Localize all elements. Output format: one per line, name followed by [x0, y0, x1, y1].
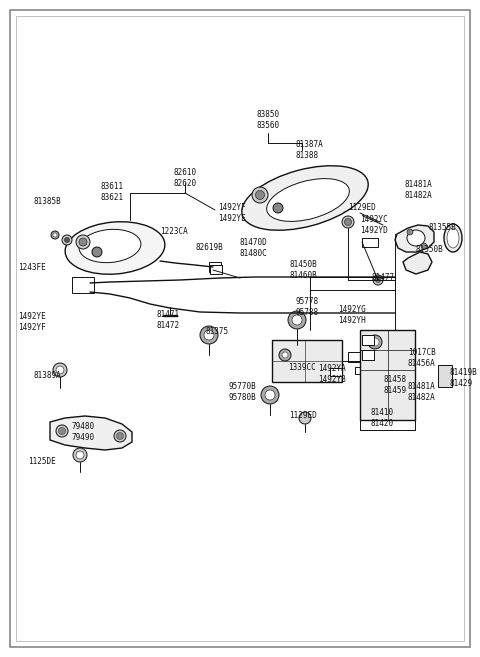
Ellipse shape: [447, 228, 459, 248]
Text: 81450B
81460B: 81450B 81460B: [290, 260, 318, 280]
Circle shape: [56, 366, 64, 374]
Circle shape: [373, 275, 383, 285]
Text: 1125DE: 1125DE: [28, 457, 56, 466]
Polygon shape: [395, 225, 434, 252]
Text: 81471
81472: 81471 81472: [156, 310, 180, 330]
Circle shape: [273, 203, 283, 213]
Circle shape: [261, 386, 279, 404]
Text: 83611
83621: 83611 83621: [100, 182, 123, 202]
Circle shape: [279, 349, 291, 361]
Ellipse shape: [444, 224, 462, 252]
Circle shape: [299, 412, 311, 424]
Text: 81389A: 81389A: [33, 371, 61, 380]
Text: 81481A
81482A: 81481A 81482A: [408, 382, 436, 401]
Text: 1492YG
1492YH: 1492YG 1492YH: [338, 306, 366, 325]
Circle shape: [288, 311, 306, 329]
Bar: [362, 335, 374, 345]
Circle shape: [53, 233, 57, 237]
Bar: [72, 277, 94, 293]
Text: 81375: 81375: [206, 327, 229, 336]
Bar: [210, 265, 222, 274]
Circle shape: [204, 330, 214, 340]
Text: 81385B: 81385B: [33, 198, 61, 206]
Bar: [355, 367, 365, 374]
Circle shape: [265, 390, 275, 400]
Polygon shape: [50, 416, 132, 450]
Bar: [330, 368, 342, 376]
Text: 95770B
95780B: 95770B 95780B: [228, 382, 256, 401]
Bar: [348, 352, 362, 362]
Text: 1492YA
1492YB: 1492YA 1492YB: [318, 364, 346, 384]
Circle shape: [371, 338, 379, 346]
Text: 95778
95788: 95778 95788: [295, 298, 318, 317]
Circle shape: [62, 235, 72, 245]
Circle shape: [375, 277, 381, 283]
Circle shape: [76, 235, 90, 249]
Ellipse shape: [79, 229, 141, 263]
Bar: [362, 350, 374, 360]
Circle shape: [59, 428, 65, 434]
Circle shape: [64, 237, 70, 242]
Text: 1339CC: 1339CC: [288, 363, 316, 373]
Bar: [362, 238, 378, 247]
Circle shape: [76, 451, 84, 459]
Text: 1492YF
1492YE: 1492YF 1492YE: [218, 203, 246, 223]
Bar: [209, 262, 221, 272]
Circle shape: [342, 216, 354, 228]
Circle shape: [117, 432, 123, 440]
Ellipse shape: [242, 166, 368, 230]
Text: 82619B: 82619B: [196, 244, 224, 252]
Circle shape: [282, 352, 288, 358]
Circle shape: [421, 243, 427, 249]
Text: 1223CA: 1223CA: [160, 227, 188, 237]
Text: 82610
82620: 82610 82620: [173, 168, 197, 188]
Text: 1243FE: 1243FE: [18, 263, 46, 273]
Text: 1492YC
1492YD: 1492YC 1492YD: [360, 215, 388, 235]
Text: 81419B
81429: 81419B 81429: [450, 369, 478, 388]
Circle shape: [79, 238, 87, 246]
Circle shape: [53, 363, 67, 377]
Bar: [360, 330, 415, 420]
Text: 81470D
81480C: 81470D 81480C: [240, 238, 268, 258]
Circle shape: [255, 191, 264, 200]
Circle shape: [292, 315, 302, 325]
Text: 1017CB
81456A: 1017CB 81456A: [408, 348, 436, 368]
Text: 1129ED: 1129ED: [289, 411, 317, 420]
Text: 81350B: 81350B: [415, 246, 443, 254]
Text: 81387A
81388: 81387A 81388: [295, 141, 323, 160]
Text: 81355B: 81355B: [428, 223, 456, 233]
Text: 81477: 81477: [372, 273, 395, 283]
Circle shape: [56, 425, 68, 437]
Ellipse shape: [267, 179, 349, 221]
Circle shape: [200, 326, 218, 344]
Text: 1129ED: 1129ED: [348, 204, 376, 212]
Text: 83850
83560: 83850 83560: [256, 110, 279, 129]
Ellipse shape: [407, 230, 425, 246]
Circle shape: [252, 187, 268, 203]
Text: 81458
81459: 81458 81459: [384, 375, 407, 395]
Circle shape: [114, 430, 126, 442]
Circle shape: [73, 448, 87, 462]
Bar: [272, 340, 342, 382]
Circle shape: [51, 231, 59, 239]
Text: 81481A
81482A: 81481A 81482A: [404, 180, 432, 200]
Bar: [438, 365, 452, 387]
Polygon shape: [403, 252, 432, 274]
Text: 1492YE
1492YF: 1492YE 1492YF: [18, 312, 46, 332]
Circle shape: [345, 219, 351, 225]
Circle shape: [368, 335, 382, 349]
Ellipse shape: [65, 221, 165, 274]
Circle shape: [407, 229, 413, 235]
Text: 81410
81420: 81410 81420: [371, 408, 394, 428]
Text: 79480
79490: 79480 79490: [72, 422, 95, 442]
Circle shape: [92, 247, 102, 257]
